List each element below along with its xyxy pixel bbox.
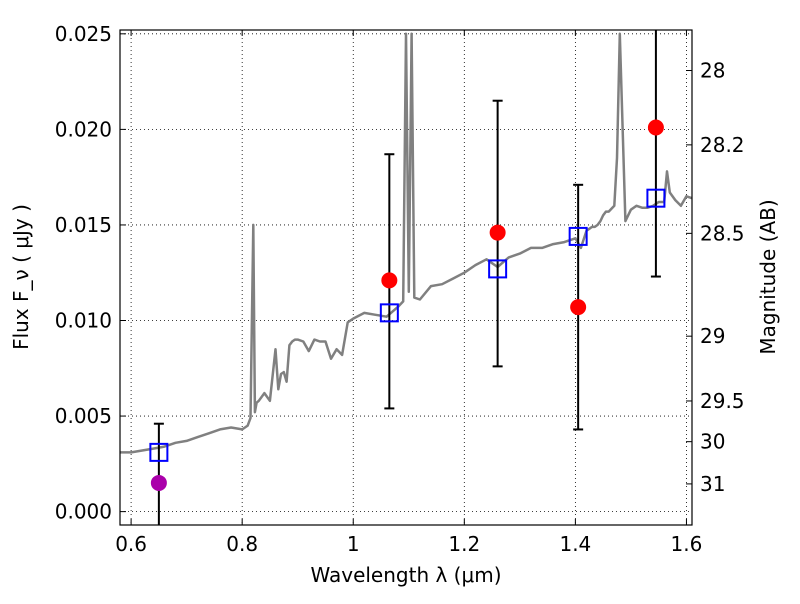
right-tick-label: 28 <box>700 59 725 83</box>
right-tick-label: 29 <box>700 324 725 348</box>
right-tick-label: 28.5 <box>700 221 745 245</box>
observed-point <box>381 272 398 289</box>
y-axis-title: Flux F_ν ( μJy ) <box>9 204 33 350</box>
plot-frame <box>119 29 693 526</box>
right-tick-label: 31 <box>700 472 725 496</box>
y-tick-label: 0.010 <box>55 309 112 333</box>
right-axis-title: Magnitude (AB) <box>756 199 780 354</box>
axes: 0.6 0.8 1 1.2 1.4 1.6 0.000 0.005 0.010 0.015 0.02… <box>55 22 745 556</box>
model-box-marker <box>149 442 169 462</box>
y-tick-label: 0.025 <box>55 22 112 46</box>
x-tick-label: 1.6 <box>671 532 703 556</box>
y-tick-label: 0.015 <box>55 213 112 237</box>
right-tick-label: 29.5 <box>700 389 745 413</box>
y-tick-label: 0.000 <box>55 500 112 524</box>
y-tick-label: 0.020 <box>55 117 112 141</box>
model-box-marker <box>488 259 508 279</box>
x-tick-label: 1.4 <box>559 532 591 556</box>
right-tick-label: 30 <box>700 430 725 454</box>
x-tick-label: 1.2 <box>448 532 480 556</box>
y-tick-label: 0.005 <box>55 404 112 428</box>
observed-point <box>489 224 506 241</box>
x-tick-label: 0.8 <box>226 532 258 556</box>
x-axis-title: Wavelength λ (μm) <box>310 563 501 587</box>
model-box-marker <box>646 188 666 208</box>
observed-point <box>570 299 587 316</box>
plot-area <box>120 30 692 525</box>
spectrum-line <box>120 32 692 454</box>
model-box-marker <box>379 303 399 323</box>
upper-limit-point <box>150 474 167 491</box>
observed-point <box>647 119 664 136</box>
x-tick-label: 0.6 <box>115 532 147 556</box>
right-tick-label: 28.2 <box>700 133 745 157</box>
model-box-marker <box>568 226 588 246</box>
x-tick-label: 1 <box>347 532 360 556</box>
